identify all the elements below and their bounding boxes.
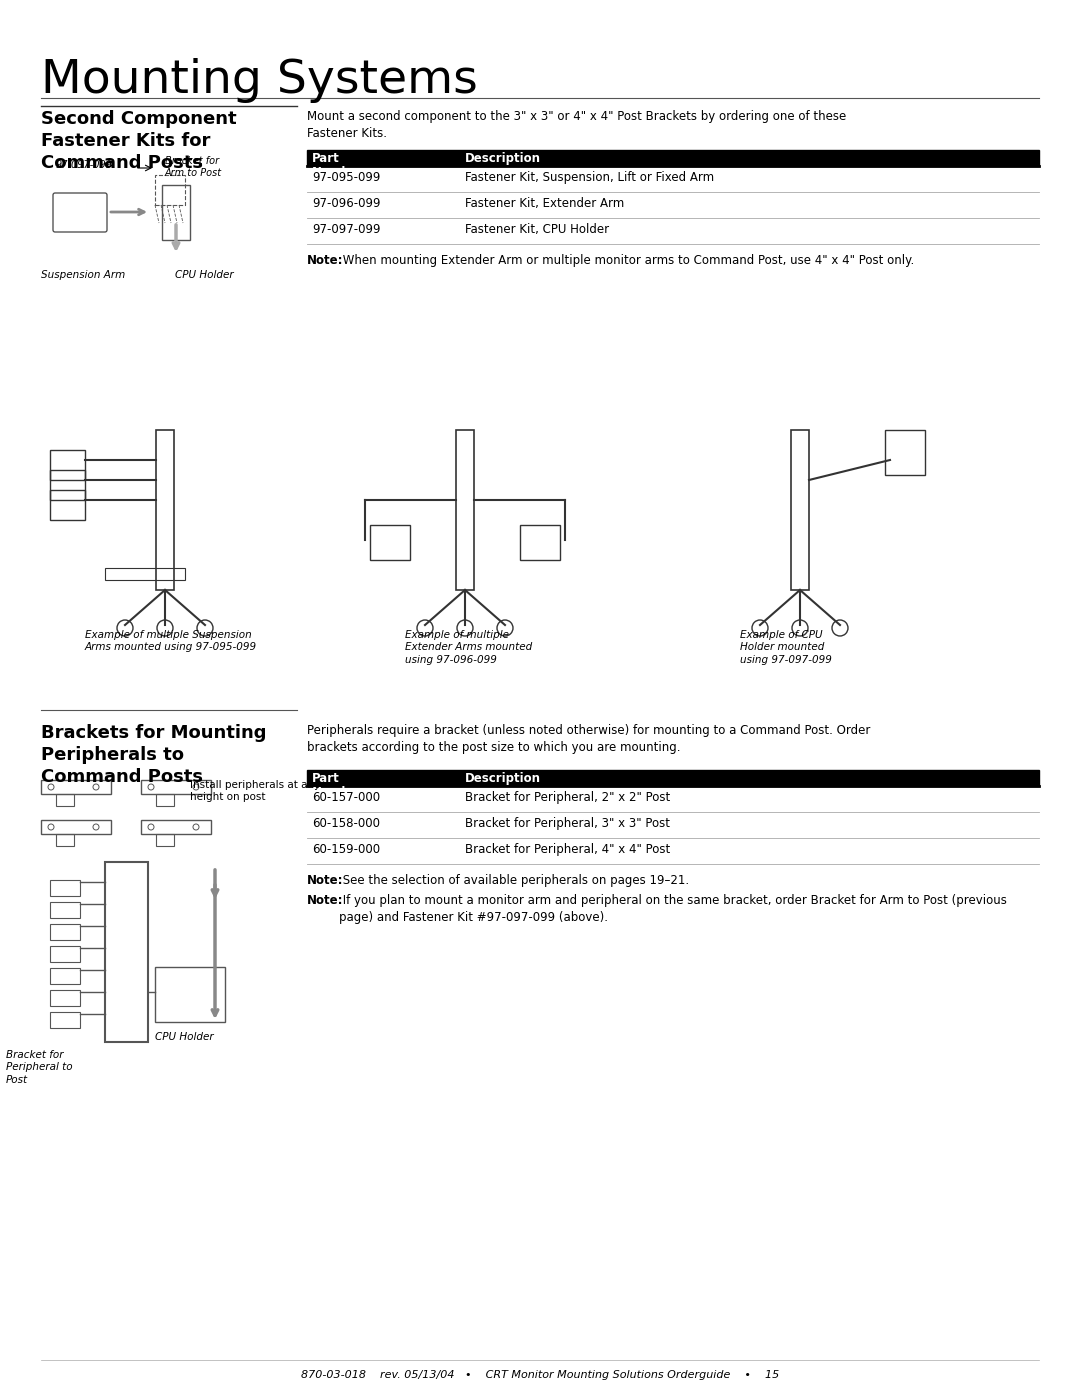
Text: Brackets for Mounting: Brackets for Mounting (41, 724, 267, 742)
Text: 97-097-099: 97-097-099 (56, 161, 113, 170)
Text: Second Component: Second Component (41, 110, 237, 129)
Bar (50, 469, 85, 500)
Bar (41, 820, 111, 834)
Text: CPU Holder: CPU Holder (175, 270, 233, 279)
Text: Install peripherals at any
height on post: Install peripherals at any height on pos… (190, 780, 321, 802)
Text: Example of multiple
Extender Arms mounted
using 97-096-099: Example of multiple Extender Arms mounte… (405, 630, 532, 665)
Bar (105, 862, 148, 1042)
Bar (156, 430, 174, 590)
Bar (370, 525, 410, 560)
Bar (50, 902, 80, 918)
Text: Peripherals to: Peripherals to (41, 746, 184, 764)
Bar (50, 923, 80, 940)
Text: Fastener Kit, CPU Holder: Fastener Kit, CPU Holder (465, 224, 609, 236)
Text: Suspension Arm: Suspension Arm (41, 270, 125, 279)
Bar (156, 793, 174, 806)
Bar (56, 834, 75, 847)
Text: 97-097-099: 97-097-099 (312, 224, 380, 236)
Bar (50, 990, 80, 1006)
Text: Note:: Note: (307, 875, 343, 887)
Text: Bracket for Peripheral, 2" x 2" Post: Bracket for Peripheral, 2" x 2" Post (465, 791, 671, 805)
Text: Fastener Kits for: Fastener Kits for (41, 131, 211, 149)
Bar (50, 968, 80, 983)
Text: 60-158-000: 60-158-000 (312, 817, 380, 830)
Text: Part
Number: Part Number (312, 773, 365, 799)
Text: Command Posts: Command Posts (41, 154, 203, 172)
Text: Command Posts: Command Posts (41, 768, 203, 787)
Text: Bracket for Peripheral, 4" x 4" Post: Bracket for Peripheral, 4" x 4" Post (465, 842, 671, 856)
Text: 60-157-000: 60-157-000 (312, 791, 380, 805)
Bar (307, 770, 1039, 787)
Bar (156, 967, 225, 1023)
Text: If you plan to mount a monitor arm and peripheral on the same bracket, order Bra: If you plan to mount a monitor arm and p… (339, 894, 1007, 923)
Bar (50, 490, 85, 520)
Text: Bracket for
Arm to Post: Bracket for Arm to Post (165, 156, 222, 177)
Text: When mounting Extender Arm or multiple monitor arms to Command Post, use 4" x 4": When mounting Extender Arm or multiple m… (339, 254, 915, 267)
Bar (105, 569, 185, 580)
Bar (885, 430, 924, 475)
Bar (50, 946, 80, 963)
Bar (791, 430, 809, 590)
Text: 60-159-000: 60-159-000 (312, 842, 380, 856)
Bar (50, 880, 80, 895)
Text: Description: Description (465, 773, 541, 785)
Bar (41, 780, 111, 793)
Bar (50, 1011, 80, 1028)
Bar (156, 175, 185, 205)
Text: Description: Description (465, 152, 541, 165)
Bar (307, 149, 1039, 166)
Text: Bracket for
Peripheral to
Post: Bracket for Peripheral to Post (6, 1051, 72, 1085)
Bar (50, 450, 85, 481)
Text: Note:: Note: (307, 894, 343, 907)
Text: 97-095-099: 97-095-099 (312, 170, 380, 184)
Text: 97-096-099: 97-096-099 (312, 197, 380, 210)
Text: Mount a second component to the 3" x 3" or 4" x 4" Post Brackets by ordering one: Mount a second component to the 3" x 3" … (307, 110, 847, 140)
Text: See the selection of available peripherals on pages 19–21.: See the selection of available periphera… (339, 875, 689, 887)
Text: Example of CPU
Holder mounted
using 97-097-099: Example of CPU Holder mounted using 97-0… (740, 630, 832, 665)
Text: Part
Number: Part Number (312, 152, 365, 179)
Text: Mounting Systems: Mounting Systems (41, 59, 477, 103)
Bar (156, 834, 174, 847)
Text: CPU Holder: CPU Holder (156, 1032, 214, 1042)
Bar (56, 793, 75, 806)
Text: Fastener Kit, Extender Arm: Fastener Kit, Extender Arm (465, 197, 624, 210)
Text: 870-03-018    rev. 05/13/04   •    CRT Monitor Mounting Solutions Orderguide    : 870-03-018 rev. 05/13/04 • CRT Monitor M… (301, 1370, 779, 1380)
Text: Fastener Kit, Suspension, Lift or Fixed Arm: Fastener Kit, Suspension, Lift or Fixed … (465, 170, 714, 184)
Bar (141, 780, 211, 793)
Bar (456, 430, 474, 590)
Bar (162, 184, 190, 240)
Text: Peripherals require a bracket (unless noted otherwise) for mounting to a Command: Peripherals require a bracket (unless no… (307, 724, 870, 754)
Text: Bracket for Peripheral, 3" x 3" Post: Bracket for Peripheral, 3" x 3" Post (465, 817, 670, 830)
Text: Example of multiple Suspension
Arms mounted using 97-095-099: Example of multiple Suspension Arms moun… (85, 630, 257, 652)
Bar (141, 820, 211, 834)
Bar (519, 525, 561, 560)
Text: Note:: Note: (307, 254, 343, 267)
